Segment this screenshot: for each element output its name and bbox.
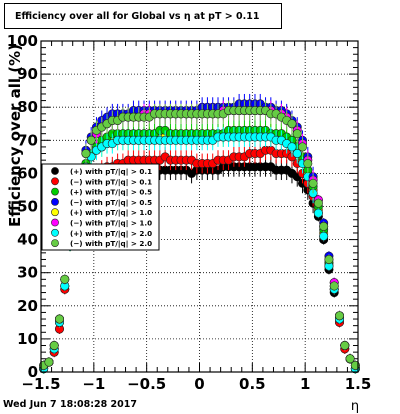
y-tick-label: 90 [17,65,38,83]
legend-label: (−) with pT/|q| > 2.0 [70,239,152,249]
legend-marker [51,208,59,217]
legend-label: (−) with pT/|q| > 0.5 [70,198,152,208]
data-point [81,149,91,159]
y-tick-label: 30 [17,264,38,282]
legend-marker [51,167,59,175]
y-tick-label: 60 [17,164,38,182]
data-point [319,221,329,231]
chart-title: Efficiency over all for Global vs η at p… [15,11,260,22]
data-point [345,354,355,364]
legend-marker [51,228,59,237]
x-tick-label: −0.5 [127,375,166,393]
data-point [308,178,318,188]
legend-marker [51,218,59,227]
y-tick-label: 40 [17,231,38,249]
data-point [287,142,297,152]
data-point [60,274,70,284]
legend-box [41,163,160,251]
data-point [298,142,308,152]
x-axis-label: η [351,399,359,414]
data-point [86,135,96,145]
data-point [313,198,323,208]
data-point [49,341,59,351]
data-point [335,311,345,321]
x-tick-label: 0 [194,375,204,393]
data-point [329,281,339,291]
y-tick-label: 10 [17,330,38,348]
legend-marker [51,197,59,206]
data-point [54,314,64,324]
legend-label: (+) with pT/|q| > 2.0 [70,229,152,239]
chart-title-box: Efficiency over all for Global vs η at p… [4,3,282,29]
y-tick-label: 50 [17,198,38,216]
x-tick-label: −1.5 [21,375,60,393]
data-point [313,208,323,218]
legend-label: (+) with pT/|q| > 1.0 [70,208,152,218]
x-tick-label: −1 [82,375,105,393]
legend-label: (−) with pT/|q| > 0.1 [70,177,152,187]
x-tick-label: 0.5 [239,375,266,393]
plot-frame [40,40,359,373]
y-tick-label: 0 [28,363,38,381]
y-tick-label: 80 [17,98,38,116]
legend-label: (+) with pT/|q| > 0.1 [70,167,152,177]
legend-label: (+) with pT/|q| > 0.5 [70,188,152,198]
data-point [44,357,54,367]
y-axis-label: Efficiency over all (%) [6,44,24,227]
data-point [292,149,302,159]
y-tick-label: 20 [17,297,38,315]
data-point [303,158,313,168]
data-point [292,129,302,139]
data-point [287,119,297,129]
x-tick-label: 1 [300,375,310,393]
x-tick-label: 1.5 [345,375,372,393]
legend-marker [51,177,59,186]
legend-marker [51,239,59,247]
y-tick-label: 70 [17,131,38,149]
data-point [340,341,350,351]
legend-marker [51,187,59,196]
legend-label: (−) with pT/|q| > 1.0 [70,219,152,229]
data-point [324,254,334,264]
timestamp: Wed Jun 7 18:08:28 2017 [3,399,137,410]
data-point [319,231,329,241]
y-tick-label: 100 [7,32,38,50]
